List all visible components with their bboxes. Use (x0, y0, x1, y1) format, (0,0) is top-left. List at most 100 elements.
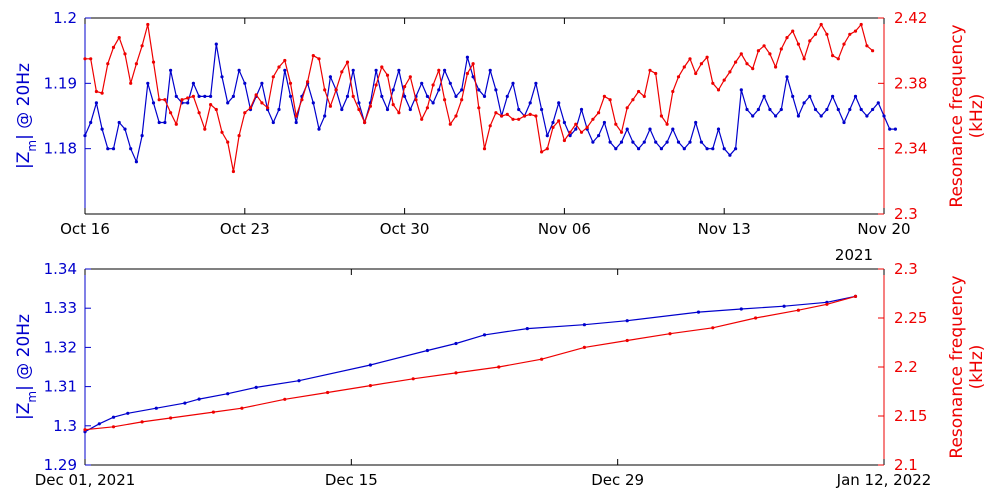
series-point-right (557, 119, 561, 123)
series-point-right (505, 112, 509, 116)
series-point-left (625, 127, 629, 131)
series-point-right (334, 88, 338, 92)
series-point-right (734, 60, 738, 64)
series-point-right (100, 91, 104, 95)
series-point-left (183, 401, 187, 405)
series-point-left (460, 88, 464, 92)
right-y-axis-title-line: (kHz) (967, 345, 987, 390)
series-point-right (582, 345, 587, 349)
series-point-right (585, 125, 589, 129)
series-point-left (197, 397, 201, 401)
series-point-right (802, 57, 806, 61)
series-point-right (146, 22, 150, 27)
series-point-right (180, 98, 184, 102)
series-point-right (540, 150, 544, 154)
series-point-right (871, 49, 875, 53)
series-point-right (129, 81, 133, 85)
series-point-left (602, 120, 607, 125)
left-y-axis-title-subscript: m (25, 391, 39, 403)
series-point-right (494, 111, 498, 115)
series-point-right (283, 58, 287, 63)
series-point-left (465, 55, 469, 59)
series-point-left (368, 363, 372, 367)
series-point-left (782, 304, 786, 308)
series-point-right (443, 98, 447, 102)
x-tick-label: Oct 23 (220, 220, 270, 238)
series-point-left (568, 134, 572, 138)
series-point-right (186, 96, 190, 100)
series-point-right (482, 147, 487, 151)
series-point-left (836, 107, 840, 112)
series-point-right (756, 49, 761, 53)
series-point-left (853, 94, 858, 98)
series-point-right (111, 45, 116, 50)
series-point-left (859, 107, 863, 112)
series-point-right (500, 114, 504, 118)
series-point-right (294, 114, 298, 118)
series-point-right (83, 57, 87, 61)
series-point-right (254, 93, 258, 97)
series-point-left (582, 323, 587, 327)
series-point-right (385, 73, 390, 77)
series-point-left (659, 147, 664, 151)
x-year-label: 2021 (835, 246, 873, 264)
series-point-left (97, 422, 101, 426)
series-point-left (83, 134, 87, 138)
series-point-left (288, 94, 293, 98)
series-point-left (505, 94, 509, 98)
series-point-right (300, 98, 304, 102)
series-point-left (351, 68, 355, 72)
series-point-right (326, 390, 330, 395)
series-point-left (631, 140, 635, 144)
series-point-right (785, 36, 789, 40)
series-point-right (203, 127, 207, 131)
x-tick-label: Oct 30 (380, 220, 430, 238)
series-point-right (266, 106, 270, 110)
series-point-right (306, 80, 310, 84)
series-point-left (420, 81, 424, 85)
series-point-left (525, 327, 529, 331)
left-y-axis-title: |Zm| @ 20Hz (14, 314, 39, 420)
series-point-left (374, 68, 378, 72)
left-y-tick-label: 1.2 (53, 9, 77, 27)
series-point-left (791, 94, 795, 98)
series-point-right (488, 124, 492, 128)
series-point-right (89, 57, 93, 61)
series-point-left (174, 94, 178, 98)
series-point-right (853, 29, 858, 33)
series-point-right (117, 36, 121, 40)
series-point-right (762, 44, 766, 48)
right-y-tick-label: 2.34 (894, 140, 927, 158)
x-tick-label: Dec 29 (591, 471, 644, 489)
series-point-left (385, 107, 390, 112)
series-point-right (597, 111, 601, 115)
series-point-right (374, 83, 378, 87)
series-point-right (668, 332, 672, 336)
series-point-right (169, 416, 173, 420)
series-point-right (111, 425, 116, 429)
series-point-right (540, 357, 544, 361)
series-point-left (323, 114, 327, 118)
series-point-left (574, 127, 578, 131)
series-point-right (106, 62, 110, 66)
left-y-axis-title-main: |Z (14, 403, 34, 420)
series-point-right (391, 103, 395, 107)
left-y-axis-title-rest: | @ 20Hz (14, 314, 34, 391)
series-point-left (597, 134, 601, 138)
series-point-right (357, 107, 361, 112)
series-point-left (562, 120, 567, 125)
series-point-right (271, 75, 275, 79)
series-point-right (174, 122, 178, 126)
series-point-left (682, 147, 686, 151)
series-point-right (437, 68, 441, 72)
series-point-left (197, 94, 201, 98)
x-tick-label: Jan 12, 2022 (836, 471, 932, 489)
right-y-tick-label: 2.1 (894, 456, 918, 474)
series-point-left (819, 114, 823, 118)
right-y-tick-label: 2.38 (894, 74, 927, 92)
series-point-right (288, 81, 293, 85)
series-point-left (739, 88, 743, 92)
series-point-left (454, 94, 458, 98)
series-point-right (214, 107, 218, 112)
series-point-left (471, 75, 475, 79)
